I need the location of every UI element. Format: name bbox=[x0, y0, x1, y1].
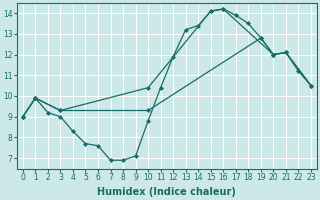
X-axis label: Humidex (Indice chaleur): Humidex (Indice chaleur) bbox=[98, 187, 236, 197]
